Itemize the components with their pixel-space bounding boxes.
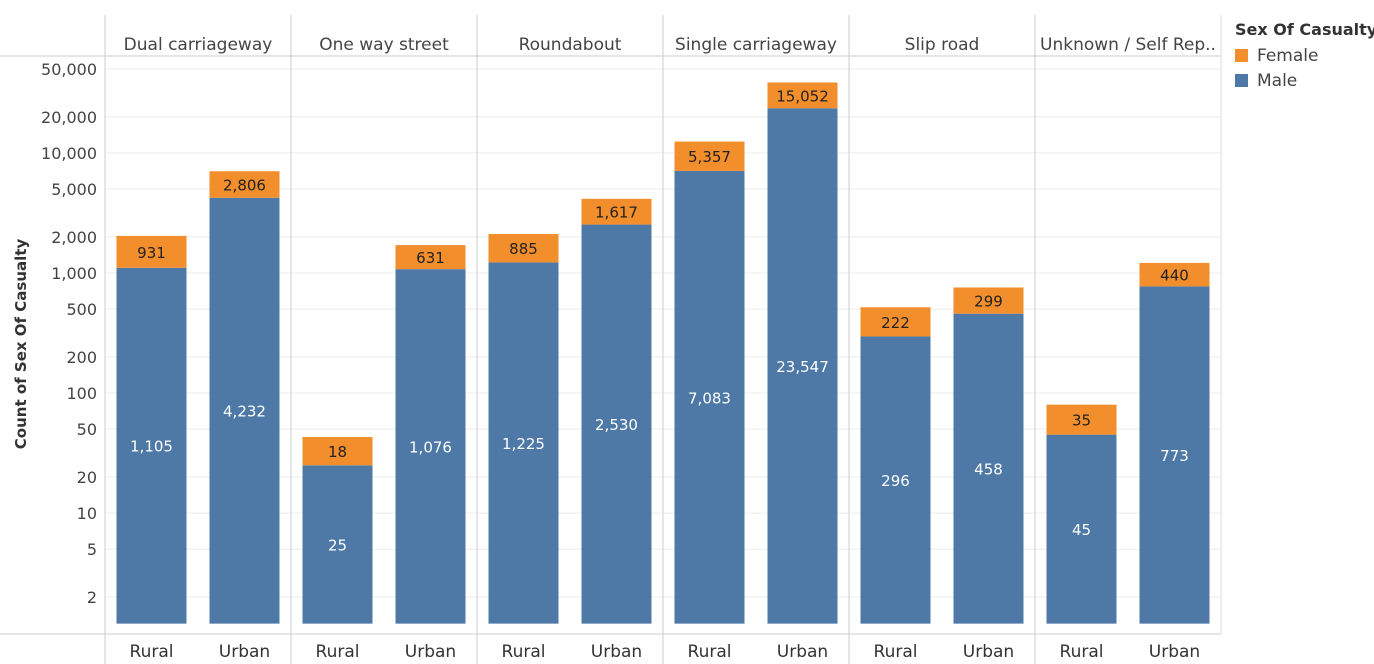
data-label-male: 4,232 <box>223 403 266 421</box>
y-tick-label: 20,000 <box>41 108 97 127</box>
bar-segment-female <box>674 141 745 171</box>
y-tick-label: 50 <box>77 420 97 439</box>
data-label-male: 1,225 <box>502 435 545 453</box>
bar-segment-male <box>674 170 745 624</box>
data-label-male: 23,547 <box>776 358 829 376</box>
x-category-label: Rural <box>874 642 918 662</box>
data-label-male: 7,083 <box>688 389 731 407</box>
bar-segment-female <box>581 198 652 225</box>
data-label-female: 440 <box>1160 267 1189 285</box>
data-label-female: 5,357 <box>688 148 731 166</box>
panel-title: Unknown / Self Rep.. <box>1040 35 1216 55</box>
data-label-male: 2,530 <box>595 416 638 434</box>
x-axis: Rural Urban Rural Urban Rural Urban Rural Urban… <box>130 642 1201 662</box>
x-category-label: Urban <box>963 642 1014 662</box>
x-category-label: Rural <box>130 642 174 662</box>
legend: Sex Of Casualty Female Male <box>1235 20 1374 93</box>
bars: 931 1,105 2,806 4,232 18 25 631 1,076 885 1,225 1,… <box>116 82 1210 624</box>
y-tick-label: 100 <box>66 384 97 403</box>
x-category-label: Urban <box>591 642 642 662</box>
bar-segment-female <box>1139 262 1210 287</box>
data-label-female: 35 <box>1072 412 1091 430</box>
data-label-male: 1,076 <box>409 438 452 456</box>
bar-segment-male <box>395 269 466 624</box>
y-tick-label: 50,000 <box>41 60 97 79</box>
legend-label-female: Female <box>1257 45 1319 66</box>
bar-segment-female <box>395 245 466 270</box>
bar-segment-male <box>116 267 187 624</box>
bar-segment-male <box>767 108 838 624</box>
data-label-female: 931 <box>137 244 166 262</box>
bar-segment-female <box>302 437 373 466</box>
data-label-female: 1,617 <box>595 204 638 222</box>
bar-segment-female <box>209 171 280 198</box>
panel-title: Slip road <box>905 35 980 55</box>
bar-segment-female <box>116 235 187 268</box>
data-label-female: 222 <box>881 314 910 332</box>
panel-title: One way street <box>319 35 449 55</box>
y-tick-label: 500 <box>66 300 97 319</box>
y-tick-label: 1,000 <box>51 264 97 283</box>
bar-segment-male <box>209 197 280 624</box>
bar-segment-male <box>1139 286 1210 624</box>
bar-segment-male <box>302 465 373 624</box>
y-tick-label: 10,000 <box>41 144 97 163</box>
x-category-label: Rural <box>688 642 732 662</box>
legend-label-male: Male <box>1257 70 1298 91</box>
legend-title: Sex Of Casualty <box>1235 20 1374 39</box>
data-label-male: 773 <box>1160 447 1189 465</box>
x-category-label: Urban <box>777 642 828 662</box>
bar-segment-male <box>1046 434 1117 624</box>
y-axis: 50,000 20,000 10,000 5,000 2,000 1,000 500 200 1… <box>41 60 97 607</box>
y-tick-label: 200 <box>66 348 97 367</box>
data-label-male: 458 <box>974 461 1003 479</box>
x-category-label: Rural <box>502 642 546 662</box>
x-category-label: Rural <box>1060 642 1104 662</box>
data-label-male: 296 <box>881 472 910 490</box>
bar-segment-male <box>581 224 652 624</box>
data-label-female: 15,052 <box>776 87 829 105</box>
y-tick-label: 20 <box>77 468 97 487</box>
data-label-female: 18 <box>328 443 347 461</box>
legend-item-male[interactable]: Male <box>1235 68 1374 93</box>
panel-title: Dual carriageway <box>124 35 273 55</box>
bar-segment-male <box>953 313 1024 624</box>
panel-title: Single carriageway <box>675 35 837 55</box>
y-tick-label: 2,000 <box>51 228 97 247</box>
y-tick-label: 2 <box>87 588 97 607</box>
x-category-label: Urban <box>1149 642 1200 662</box>
panel-title: Roundabout <box>519 35 622 55</box>
bar-segment-male <box>488 262 559 624</box>
bar-segment-male <box>860 336 931 624</box>
data-label-male: 45 <box>1072 521 1091 539</box>
bar-segment-female <box>953 287 1024 314</box>
bar-segment-female <box>488 234 559 263</box>
x-category-label: Rural <box>316 642 360 662</box>
y-axis-label: Count of Sex Of Casualty <box>12 239 30 450</box>
x-category-label: Urban <box>219 642 270 662</box>
bar-segment-female <box>767 82 838 109</box>
data-label-male: 1,105 <box>130 438 173 456</box>
legend-swatch-male <box>1235 74 1248 87</box>
data-label-female: 2,806 <box>223 176 266 194</box>
legend-swatch-female <box>1235 49 1248 62</box>
x-category-label: Urban <box>405 642 456 662</box>
legend-item-female[interactable]: Female <box>1235 43 1374 68</box>
data-label-female: 631 <box>416 249 445 267</box>
data-label-female: 299 <box>974 293 1003 311</box>
panel-titles: Dual carriageway One way street Roundabout… <box>124 35 1216 55</box>
chart-frame <box>0 15 1222 664</box>
bar-segment-female <box>1046 404 1117 435</box>
data-label-female: 885 <box>509 240 538 258</box>
bar-segment-female <box>860 307 931 337</box>
y-tick-label: 5,000 <box>51 180 97 199</box>
y-tick-label: 5 <box>87 540 97 559</box>
y-tick-label: 10 <box>77 504 97 523</box>
data-label-male: 25 <box>328 536 347 554</box>
